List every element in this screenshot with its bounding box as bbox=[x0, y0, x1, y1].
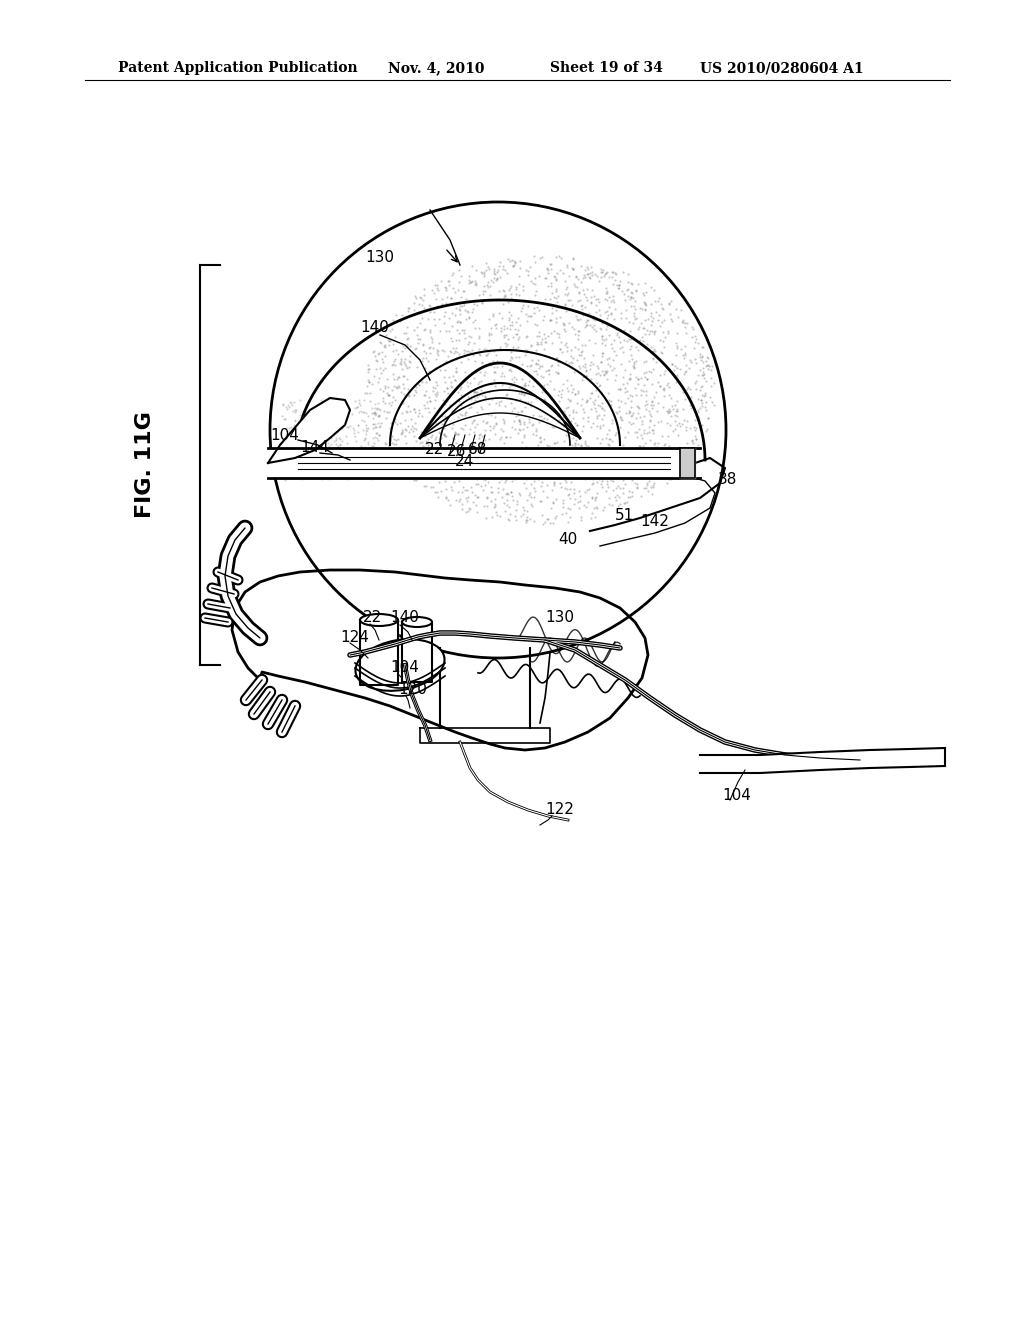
Text: 144: 144 bbox=[300, 441, 329, 455]
Text: 22: 22 bbox=[362, 610, 382, 626]
Text: 68: 68 bbox=[468, 442, 487, 458]
Polygon shape bbox=[360, 620, 398, 685]
Text: 24: 24 bbox=[455, 454, 474, 470]
Text: Nov. 4, 2010: Nov. 4, 2010 bbox=[388, 61, 484, 75]
Text: 120: 120 bbox=[398, 682, 427, 697]
Text: 22: 22 bbox=[425, 442, 444, 458]
Text: 104: 104 bbox=[270, 428, 299, 442]
Text: 51: 51 bbox=[615, 507, 634, 523]
Text: 104: 104 bbox=[390, 660, 419, 676]
Polygon shape bbox=[700, 748, 945, 774]
Polygon shape bbox=[268, 447, 700, 478]
Text: 26: 26 bbox=[447, 445, 466, 459]
Polygon shape bbox=[232, 570, 648, 750]
Text: Patent Application Publication: Patent Application Publication bbox=[118, 61, 357, 75]
Polygon shape bbox=[268, 399, 350, 463]
Polygon shape bbox=[420, 729, 550, 743]
Polygon shape bbox=[402, 622, 432, 682]
Text: 130: 130 bbox=[545, 610, 574, 626]
Text: US 2010/0280604 A1: US 2010/0280604 A1 bbox=[700, 61, 863, 75]
Text: 122: 122 bbox=[545, 803, 573, 817]
Polygon shape bbox=[680, 447, 695, 478]
Text: Sheet 19 of 34: Sheet 19 of 34 bbox=[550, 61, 663, 75]
Text: 38: 38 bbox=[718, 473, 737, 487]
Text: 140: 140 bbox=[390, 610, 419, 626]
Text: FIG. 11G: FIG. 11G bbox=[135, 412, 155, 519]
Text: 124: 124 bbox=[340, 631, 369, 645]
Text: 142: 142 bbox=[640, 515, 669, 529]
Ellipse shape bbox=[355, 639, 444, 690]
Text: 40: 40 bbox=[558, 532, 578, 548]
Text: 130: 130 bbox=[365, 251, 394, 265]
Ellipse shape bbox=[402, 616, 432, 627]
Text: 104: 104 bbox=[722, 788, 751, 803]
Ellipse shape bbox=[360, 614, 398, 626]
Text: 140: 140 bbox=[360, 321, 389, 335]
